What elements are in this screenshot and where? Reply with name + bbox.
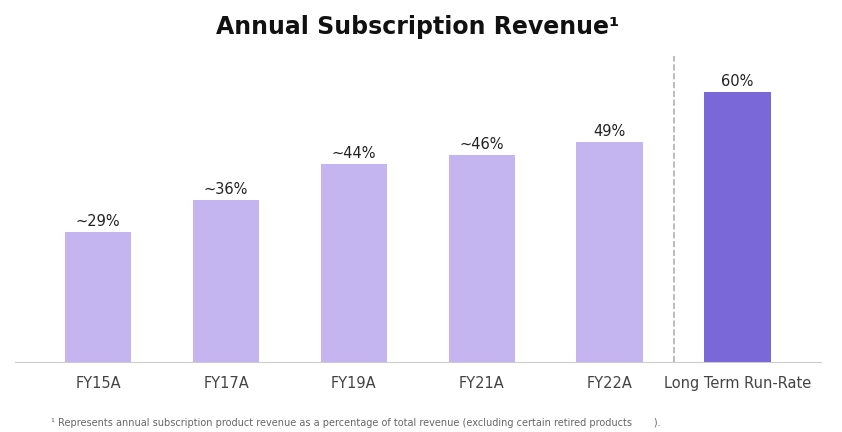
Bar [65,232,131,362]
Text: ~36%: ~36% [204,182,248,197]
Text: ¹ Represents annual subscription product revenue as a percentage of total revenu: ¹ Represents annual subscription product… [51,418,660,428]
Text: ~46%: ~46% [460,137,504,152]
Text: 60%: 60% [722,74,754,89]
Bar [704,92,770,362]
Title: Annual Subscription Revenue¹: Annual Subscription Revenue¹ [216,15,620,39]
Text: 49%: 49% [594,124,626,139]
Text: ~44%: ~44% [332,146,376,161]
Bar [449,155,515,362]
Bar [577,142,643,362]
Bar [193,200,259,362]
Text: ~29%: ~29% [76,213,120,229]
Bar [321,164,387,362]
